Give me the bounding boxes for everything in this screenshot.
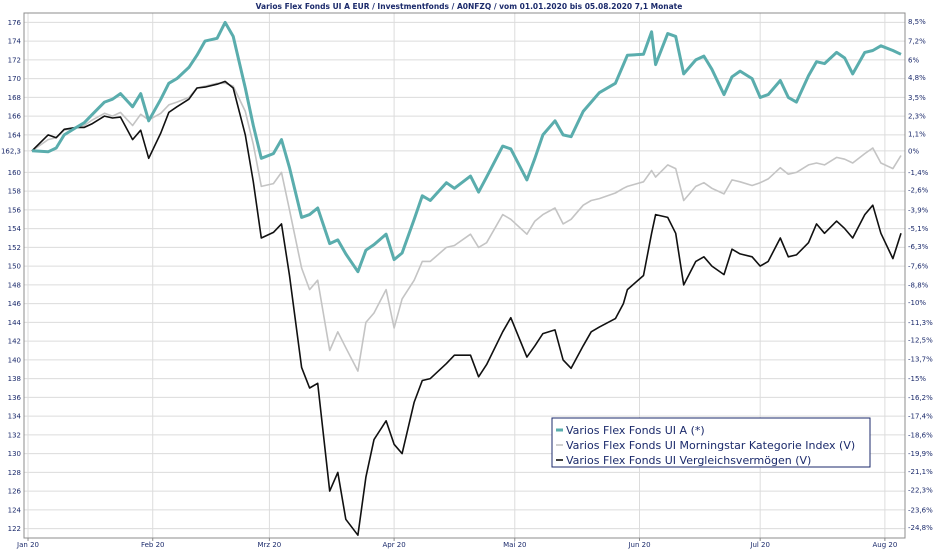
y-right-tick-label: -17,4% [908, 413, 933, 421]
y-right-tick-label: -2,6% [908, 187, 929, 195]
legend: Varios Flex Fonds UI A (*) Varios Flex Fo… [551, 417, 871, 468]
y-left-tick-label: 122 [8, 525, 21, 533]
y-right-tick-label: -13,7% [908, 355, 933, 363]
y-right-tick-label: -11,3% [908, 319, 933, 327]
x-tick-label: Aug 20 [872, 541, 897, 549]
y-axis-left: 122 124 126 128 130 132 134 136 138 140 142 144 146 1… [1, 19, 22, 533]
y-right-tick-label: -24,8% [908, 524, 933, 532]
y-right-tick-label: -23,6% [908, 506, 933, 514]
legend-label: Varios Flex Fonds UI Vergleichsvermögen … [566, 454, 811, 467]
y-right-tick-label: -5,1% [908, 225, 929, 233]
y-right-tick-label: -21,1% [908, 468, 933, 476]
y-left-tick-label: 166 [8, 113, 22, 121]
y-right-tick-label: 2,3% [908, 113, 926, 121]
y-left-tick-label: 132 [8, 431, 21, 439]
y-left-tick-label: 158 [8, 188, 21, 196]
y-left-tick-label: 136 [8, 394, 22, 402]
y-left-tick-label: 142 [8, 338, 21, 346]
x-tick-label: Jun 20 [627, 541, 650, 549]
x-tick-label: Apr 20 [382, 541, 405, 549]
x-tick-label: Mai 20 [503, 541, 526, 549]
y-left-tick-label: 160 [8, 169, 21, 177]
x-tick-label: Jan 20 [16, 541, 39, 549]
y-right-tick-label: -15% [908, 375, 926, 383]
y-right-tick-label: 8,5% [908, 18, 926, 26]
y-right-tick-label: -18,6% [908, 431, 933, 439]
y-left-tick-label: 174 [8, 38, 22, 46]
y-right-tick-label: -10% [908, 299, 926, 307]
x-tick-label: Feb 20 [141, 541, 165, 549]
y-right-tick-label: -22,3% [908, 487, 933, 495]
y-left-tick-label: 138 [8, 375, 21, 383]
series-line-2 [31, 82, 902, 372]
y-right-tick-label: 7,2% [908, 38, 926, 46]
y-left-tick-label: 162,3 [1, 147, 21, 155]
y-left-tick-label: 164 [8, 131, 22, 139]
y-right-tick-label: -8,8% [908, 281, 929, 289]
y-left-tick-label: 144 [8, 319, 22, 327]
y-right-tick-label: 4,8% [908, 74, 926, 82]
y-left-tick-label: 154 [8, 225, 22, 233]
chart-title: Varios Flex Fonds UI A EUR / Investmentf… [256, 2, 683, 11]
y-right-tick-label: 6% [908, 56, 919, 64]
y-left-tick-label: 168 [8, 94, 21, 102]
x-tick-label: Mrz 20 [258, 541, 282, 549]
y-right-tick-label: -16,2% [908, 394, 933, 402]
plot-frame [23, 12, 906, 539]
y-right-tick-label: 1,1% [908, 130, 926, 138]
x-tick-label: Jul 20 [749, 541, 770, 549]
y-right-tick-label: 3,5% [908, 94, 926, 102]
y-left-tick-label: 124 [8, 506, 22, 514]
y-left-tick-label: 148 [8, 281, 21, 289]
y-left-tick-label: 140 [8, 356, 21, 364]
legend-label: Varios Flex Fonds UI A (*) [566, 424, 705, 437]
y-left-tick-label: 146 [8, 300, 22, 308]
series-line-3 [31, 80, 902, 537]
y-right-tick-label: -3,9% [908, 206, 929, 214]
y-left-tick-label: 128 [8, 469, 21, 477]
y-left-tick-label: 172 [8, 56, 21, 64]
y-right-tick-label: -6,3% [908, 243, 929, 251]
y-left-tick-label: 156 [8, 206, 22, 214]
y-left-tick-label: 130 [8, 450, 21, 458]
series-lines [31, 20, 902, 537]
y-right-tick-label: -19,9% [908, 450, 933, 458]
y-left-tick-label: 150 [8, 263, 21, 271]
legend-label: Varios Flex Fonds UI Morningstar Kategor… [566, 439, 855, 452]
y-left-tick-label: 170 [8, 75, 21, 83]
series-line-1 [31, 20, 902, 274]
legend-box [551, 417, 871, 468]
y-right-tick-label: -1,4% [908, 169, 929, 177]
y-left-tick-label: 134 [8, 413, 22, 421]
y-right-tick-label: -12,5% [908, 337, 933, 345]
y-left-tick-label: 126 [8, 488, 22, 496]
y-right-tick-label: 0% [908, 147, 919, 155]
y-axis-right: 8,5% 7,2% 6% 4,8% 3,5% 2,3% 1,1% 0% -1,4% -2,6% -3… [908, 18, 933, 532]
y-left-tick-label: 176 [8, 19, 22, 27]
x-axis: Jan 20 Feb 20 Mrz 20 Apr 20 Mai 20 Jun 20 Jul … [16, 538, 897, 549]
y-right-tick-label: -7,6% [908, 263, 929, 271]
y-left-tick-label: 152 [8, 244, 21, 252]
